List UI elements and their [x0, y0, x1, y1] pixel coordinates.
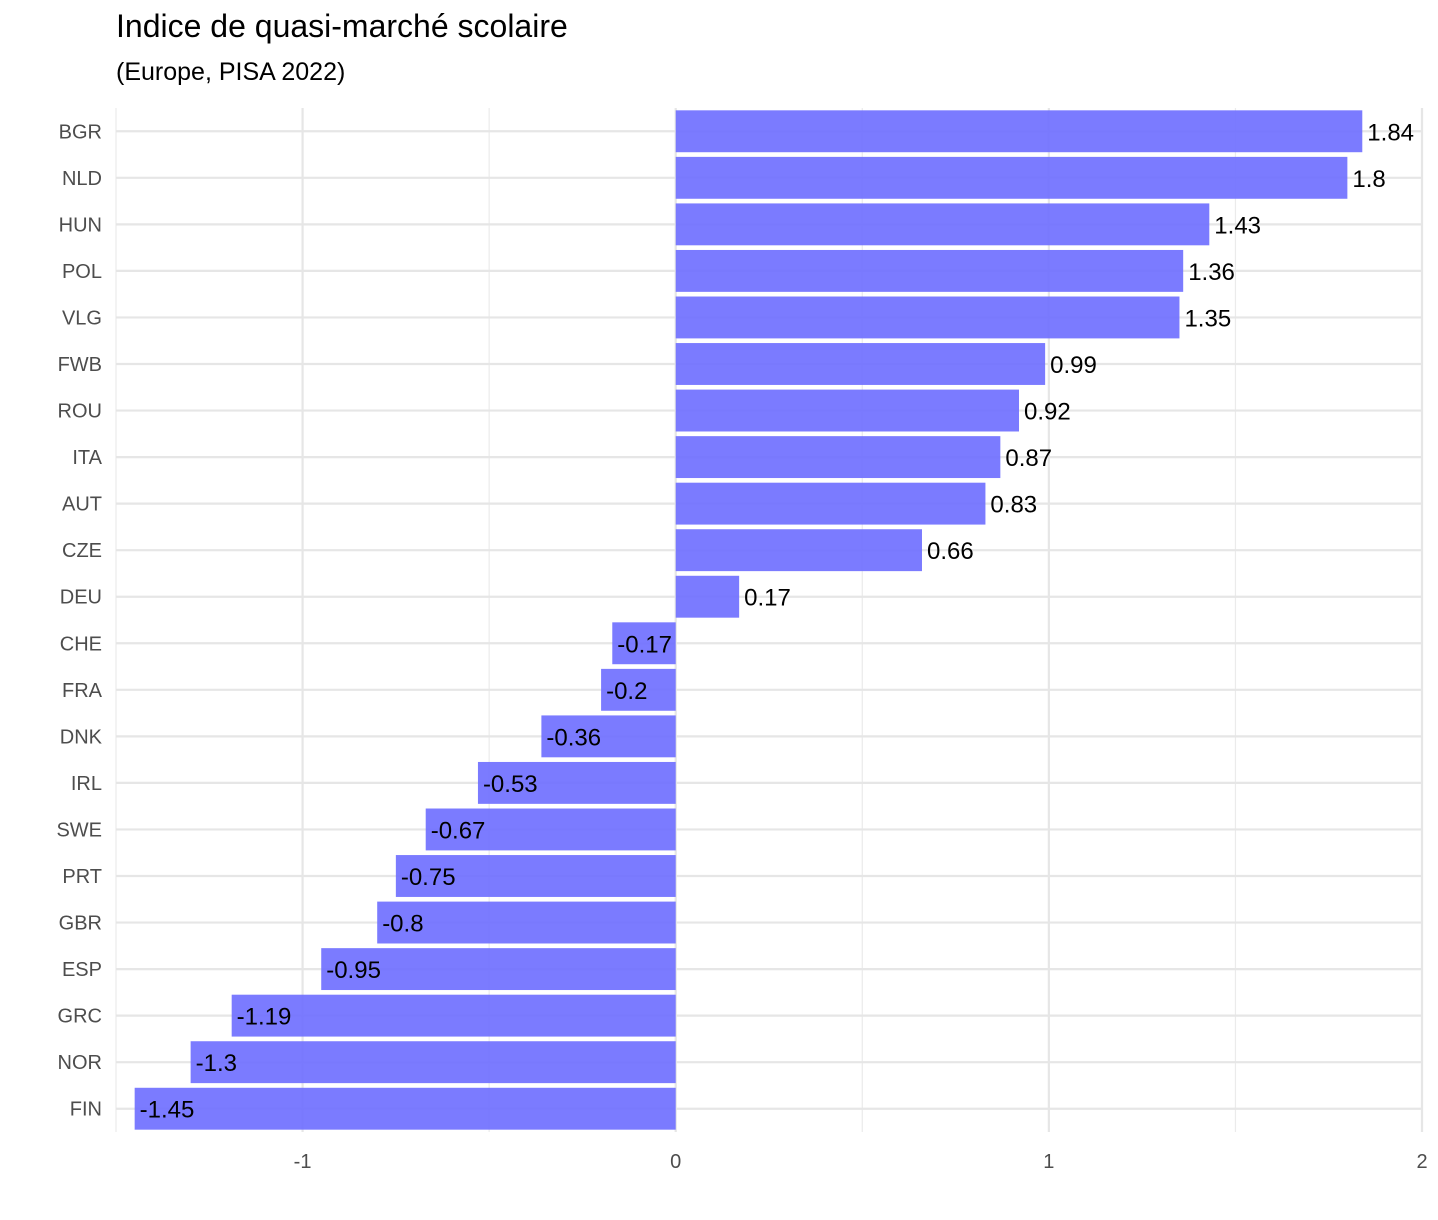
- bar-aut: [675, 482, 986, 525]
- bar-nld: [675, 156, 1348, 199]
- bar-nor: [190, 1041, 676, 1084]
- bar-prt: [395, 855, 676, 897]
- bar-ita: [675, 436, 1001, 479]
- bar-esp: [321, 948, 676, 991]
- y-tick-label: FRA: [62, 680, 103, 702]
- data-label: -0.36: [546, 724, 601, 751]
- data-label: 0.83: [990, 492, 1037, 519]
- data-label: 0.92: [1024, 399, 1071, 426]
- y-tick-label: PRT: [62, 866, 102, 888]
- label-layer: 1.84 1.8 1.43 1.36 1.35 0.99 0.92 0.87 0.83 0.66 0…: [140, 119, 1414, 1123]
- y-tick-label: GRC: [58, 1006, 102, 1028]
- y-tick-label: GBR: [59, 913, 102, 935]
- data-label: -0.17: [617, 631, 672, 658]
- data-label: 1.35: [1184, 305, 1231, 332]
- y-tick-label: FIN: [70, 1099, 102, 1121]
- y-tick-label: DNK: [60, 726, 103, 748]
- bar-irl: [477, 761, 676, 804]
- x-tick-label: 2: [1416, 1151, 1427, 1173]
- data-label: -1.19: [237, 1004, 292, 1031]
- bar-swe: [425, 808, 676, 851]
- bar-vlg: [675, 296, 1180, 339]
- data-label: -0.67: [431, 817, 486, 844]
- y-tick-label: HUN: [59, 214, 102, 236]
- data-label: -0.75: [401, 864, 456, 891]
- data-label: 1.8: [1352, 166, 1385, 193]
- chart-title: Indice de quasi-marché scolaire: [116, 8, 568, 44]
- y-tick-label: ROU: [58, 401, 102, 423]
- data-label: 0.17: [744, 585, 791, 612]
- y-tick-label: VLG: [62, 307, 102, 329]
- data-label: -0.8: [382, 911, 423, 938]
- y-tick-label: ITA: [72, 447, 102, 469]
- data-label: -1.3: [196, 1050, 237, 1077]
- bar-pol: [675, 249, 1184, 292]
- bar-rou: [675, 389, 1020, 432]
- bar-deu: [675, 575, 740, 618]
- data-label: 0.66: [927, 538, 974, 565]
- y-tick-label: BGR: [59, 121, 102, 143]
- bar-fwb: [675, 343, 1046, 385]
- bar-layer: [134, 110, 1363, 1130]
- bar-che: [612, 622, 676, 665]
- bar-hun: [675, 203, 1210, 246]
- bar-fin: [134, 1087, 676, 1130]
- data-label: 0.99: [1050, 352, 1097, 379]
- bar-grc: [231, 994, 676, 1037]
- x-tick-label: 0: [670, 1151, 681, 1173]
- y-tick-label: AUT: [62, 494, 102, 516]
- x-tick-label: 1: [1043, 1151, 1054, 1173]
- y-tick-label: SWE: [56, 819, 102, 841]
- y-tick-label: CZE: [62, 540, 102, 562]
- bar-bgr: [675, 110, 1363, 153]
- data-label: -0.95: [326, 957, 381, 984]
- data-label: 1.84: [1367, 119, 1414, 146]
- axis-layer: BGR NLD HUN POL VLG FWB ROU ITA AUT CZE DEU CHE FRA D…: [56, 121, 1427, 1173]
- data-label: -1.45: [140, 1097, 195, 1124]
- data-label: -0.53: [483, 771, 538, 798]
- bar-dnk: [541, 715, 676, 758]
- y-tick-label: CHE: [60, 633, 102, 655]
- y-tick-label: IRL: [71, 773, 102, 795]
- bar-fra: [601, 668, 676, 711]
- data-label: 0.87: [1005, 445, 1052, 472]
- bar-cze: [675, 529, 922, 572]
- y-tick-label: ESP: [62, 959, 102, 981]
- chart-subtitle: (Europe, PISA 2022): [116, 58, 346, 86]
- y-tick-label: NLD: [62, 168, 102, 190]
- bar-gbr: [377, 901, 676, 944]
- data-label: 1.43: [1214, 212, 1261, 239]
- y-tick-label: NOR: [58, 1052, 102, 1074]
- y-tick-label: POL: [62, 261, 102, 283]
- y-tick-label: DEU: [60, 587, 102, 609]
- data-label: -0.2: [606, 678, 647, 705]
- data-label: 1.36: [1188, 259, 1235, 286]
- x-tick-label: -1: [294, 1151, 312, 1173]
- y-tick-label: FWB: [58, 354, 102, 376]
